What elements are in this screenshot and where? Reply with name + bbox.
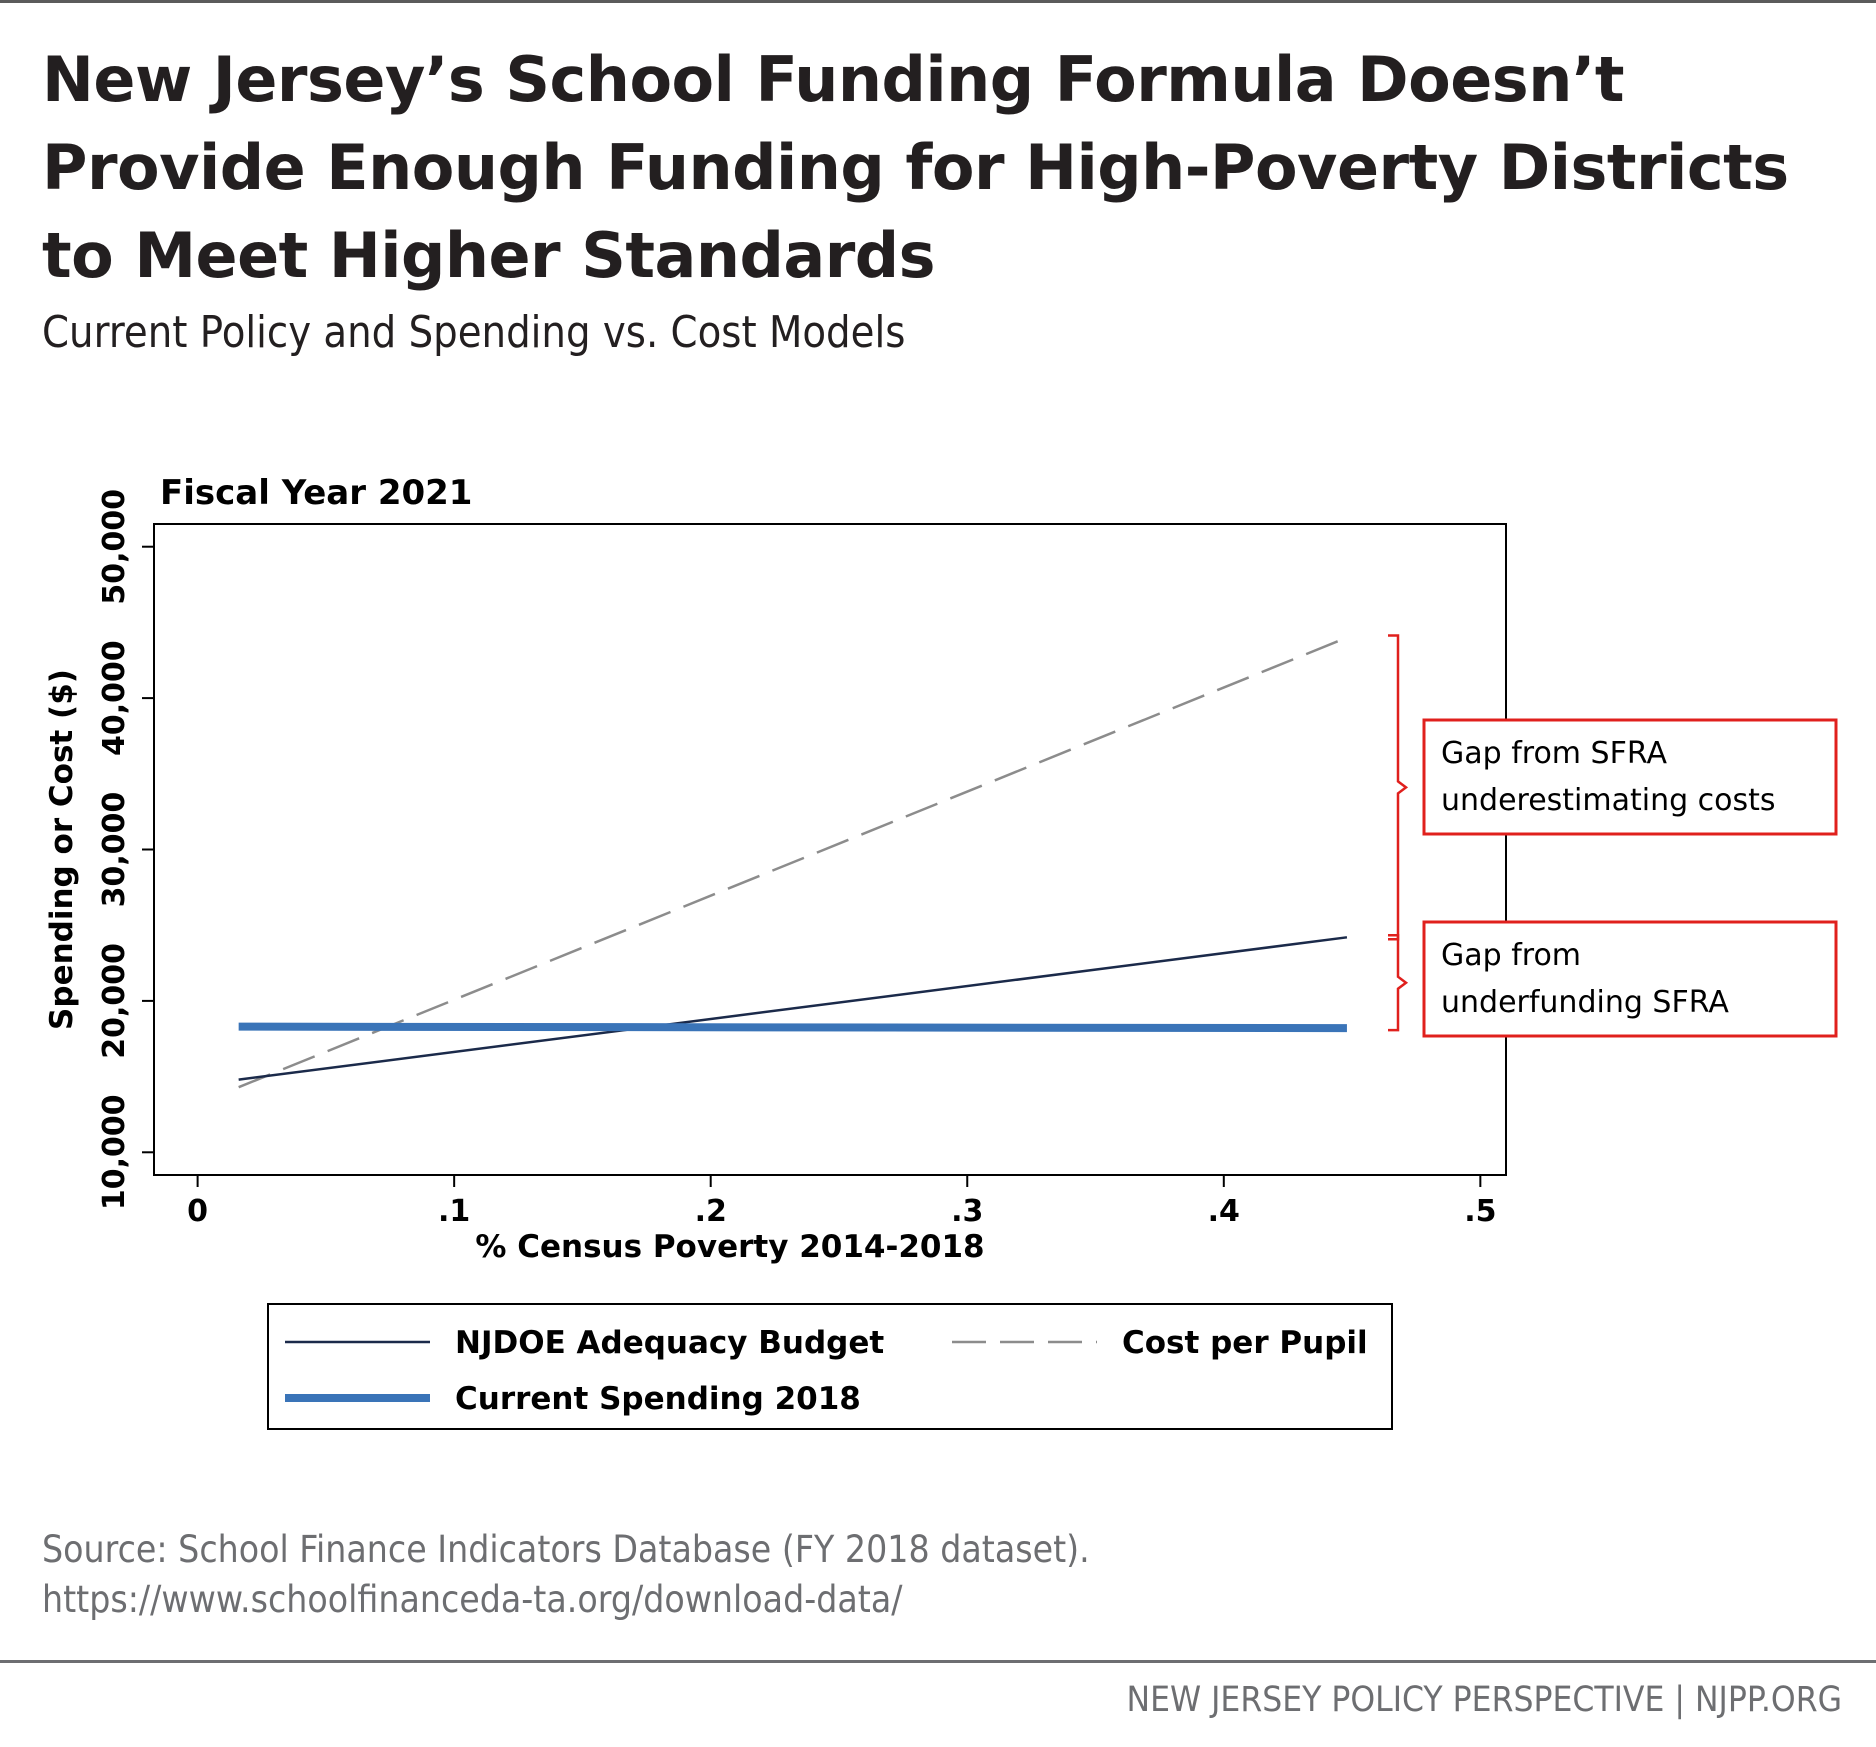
- annotation-box: [1422, 718, 1838, 836]
- y-tick-label: 50,000: [97, 489, 132, 605]
- annotation-brace: [1388, 934, 1409, 1032]
- annotation-text: Gap from SFRA: [1441, 736, 1667, 771]
- plot-frame: [153, 523, 1507, 1176]
- x-axis-label: % Census Poverty 2014-2018: [475, 1229, 984, 1265]
- series-line-current-spending-2018: [238, 1022, 1347, 1033]
- y-tick-label: 10,000: [97, 1094, 132, 1210]
- bottom-rule: [0, 1660, 1876, 1663]
- annotation-text: underestimating costs: [1441, 783, 1776, 818]
- x-tick-label: .3: [951, 1194, 983, 1229]
- series-line-njdoe-adequacy-budget: [238, 936, 1348, 1081]
- footer-credit: NEW JERSEY POLICY PERSPECTIVE | NJPP.ORG: [1126, 1680, 1842, 1720]
- top-rule: [0, 0, 1876, 3]
- annotation-box: [1422, 920, 1838, 1038]
- source-note: Source: School Finance Indicators Databa…: [42, 1528, 1090, 1621]
- x-tick-label: .2: [695, 1194, 727, 1229]
- legend-label: NJDOE Adequacy Budget: [455, 1325, 884, 1361]
- y-tick-label: 20,000: [97, 943, 132, 1059]
- chart-title: Fiscal Year 2021: [160, 473, 472, 513]
- y-tick-label: 40,000: [97, 640, 132, 756]
- annotation-text: Gap from: [1441, 938, 1581, 973]
- x-tick-label: .1: [438, 1194, 470, 1229]
- page-subtitle: Current Policy and Spending vs. Cost Mod…: [42, 307, 906, 358]
- legend-label: Cost per Pupil: [1122, 1325, 1368, 1361]
- legend-box: [267, 1303, 1393, 1430]
- series-line-cost-per-pupil: [238, 636, 1348, 1089]
- annotation-brace: [1388, 634, 1409, 941]
- x-tick-label: .5: [1464, 1194, 1496, 1229]
- x-tick-label: 0: [187, 1194, 208, 1229]
- page-title: New Jersey’s School Funding Formula Does…: [42, 43, 1789, 292]
- y-tick-label: 30,000: [97, 792, 132, 908]
- line-chart: Fiscal Year 2021 10,000 20,000 30,000 40,000…: [44, 473, 1838, 1430]
- annotation-text: underfunding SFRA: [1441, 985, 1729, 1020]
- x-tick-label: .4: [1208, 1194, 1240, 1229]
- y-axis-label: Spending or Cost ($): [44, 669, 80, 1030]
- legend-label: Current Spending 2018: [455, 1381, 861, 1417]
